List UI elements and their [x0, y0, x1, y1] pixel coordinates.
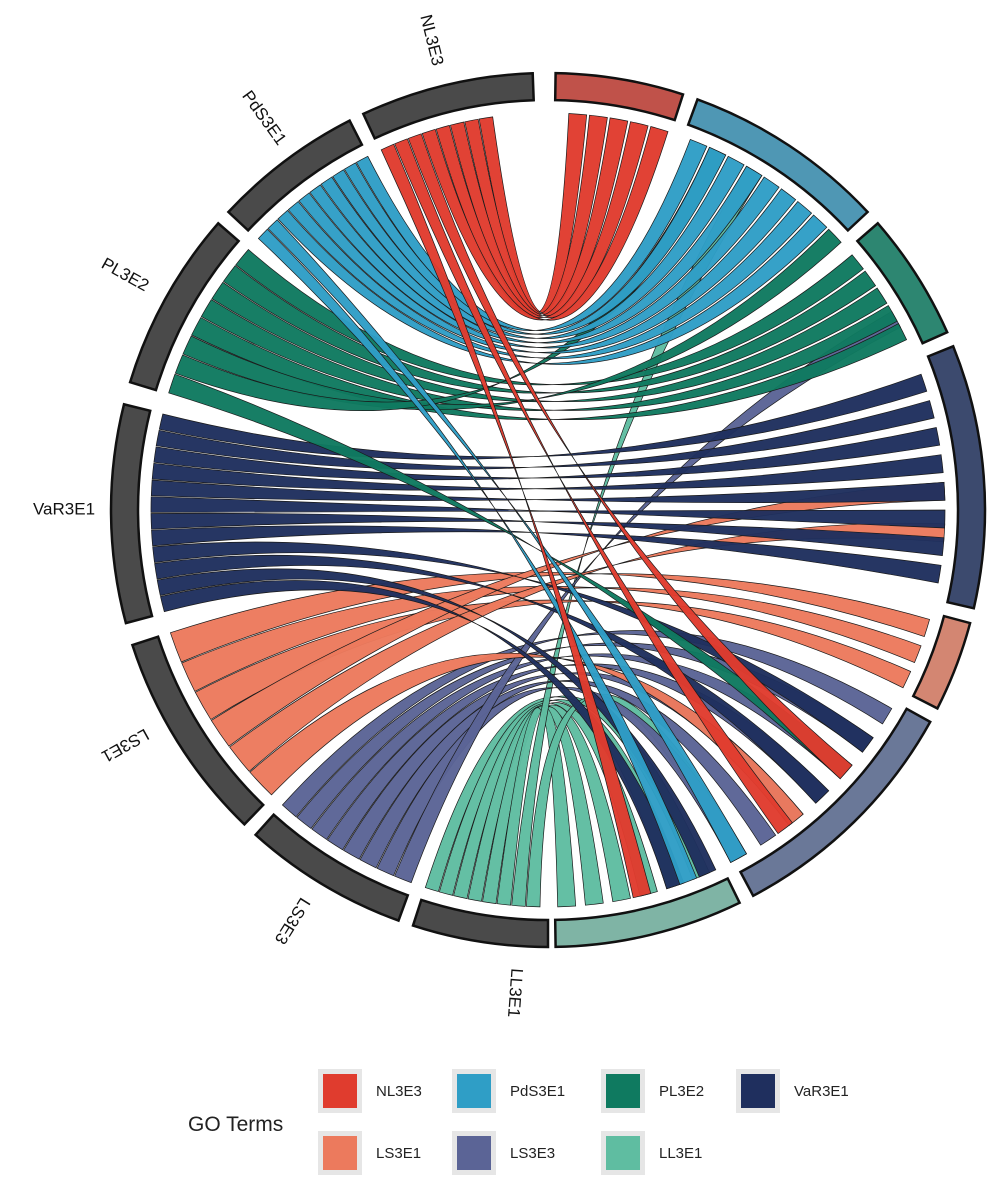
- chord-ribbon: [200, 299, 898, 411]
- chord-diagram: NL3E3 PdS3E1 PL3E2 VaR3E1 LS3E1 LS3E3 LL3E1: [33, 13, 987, 1018]
- chord-ribbon: [343, 146, 727, 335]
- gene-arc: [911, 614, 972, 711]
- legend-swatch: [606, 1136, 640, 1170]
- legend-item-ls3e3: LS3E3: [452, 1131, 555, 1175]
- chord-ribbon: [281, 630, 893, 818]
- gene-arc: [553, 71, 685, 122]
- chord-ribbon: [380, 143, 652, 899]
- term-arc: [411, 898, 550, 949]
- sector-label: LS3E1: [98, 725, 152, 766]
- sector-arcs: [109, 71, 987, 949]
- chord-ribbon: [257, 228, 698, 885]
- sector-label: LL3E1: [504, 968, 526, 1018]
- sector-label: NL3E3: [416, 13, 447, 68]
- term-arc: [109, 402, 154, 625]
- legend-item-var3e1: VaR3E1: [736, 1069, 849, 1113]
- legend-label: LS3E1: [376, 1144, 422, 1162]
- chord-ribbon: [287, 201, 813, 360]
- legend-swatch: [323, 1136, 357, 1170]
- chord-ribbon: [150, 479, 946, 504]
- legend-label: VaR3E1: [794, 1082, 849, 1100]
- chord-ribbon: [407, 133, 853, 780]
- sector-label: LS3E3: [271, 894, 314, 947]
- chord-ribbon: [153, 427, 941, 481]
- chord-ribbon: [156, 568, 717, 878]
- chord-ribbon: [298, 188, 797, 354]
- chord-ribbon: [150, 512, 945, 556]
- chord-ribbon: [421, 126, 669, 321]
- chord-ribbon: [211, 281, 888, 403]
- legend-label: LL3E1: [659, 1144, 703, 1162]
- sector-label: PL3E2: [98, 254, 152, 295]
- legend-label: PdS3E1: [510, 1082, 566, 1100]
- chord-ribbon: [151, 525, 942, 584]
- sector-label: VaR3E1: [33, 499, 95, 518]
- legend-item-ll3e1: LL3E1: [601, 1131, 702, 1175]
- chord-ribbon: [152, 541, 874, 753]
- chord-ribbon: [155, 400, 935, 470]
- legend: GO Terms NL3E3 PdS3E1 PL3E2 VaR3E1 LS3E1…: [188, 1068, 888, 1178]
- chord-ribbon: [151, 454, 944, 491]
- legend-swatch: [457, 1136, 491, 1170]
- legend-swatch: [606, 1074, 640, 1108]
- gene-arc: [553, 876, 742, 949]
- legend-label: LS3E3: [510, 1144, 556, 1162]
- legend-label: NL3E3: [376, 1082, 422, 1100]
- chord-ribbon: [267, 219, 747, 863]
- chord-ribbon: [169, 571, 931, 663]
- legend-item-pds3e1: PdS3E1: [452, 1069, 565, 1113]
- chord-ribbons: [150, 113, 946, 908]
- chord-ribbon: [249, 652, 804, 826]
- legend-item-nl3e3: NL3E3: [318, 1069, 422, 1113]
- legend-item-ls3e1: LS3E1: [318, 1131, 421, 1175]
- legend-swatch: [741, 1074, 775, 1108]
- sector-label: PdS3E1: [238, 87, 290, 149]
- chord-ribbon: [496, 707, 577, 908]
- gene-arc: [686, 97, 870, 233]
- term-arc: [253, 812, 410, 923]
- term-arc: [130, 635, 265, 827]
- term-arc: [361, 72, 535, 141]
- legend-label: PL3E2: [659, 1082, 705, 1100]
- chord-ribbon: [332, 155, 745, 339]
- term-arc: [226, 118, 364, 233]
- gene-arc: [855, 221, 949, 345]
- gene-arc: [926, 344, 987, 610]
- chord-ribbon: [394, 138, 793, 835]
- legend-swatch: [323, 1074, 357, 1108]
- legend-title: GO Terms: [188, 1113, 284, 1136]
- legend-swatch: [457, 1074, 491, 1108]
- chord-ribbon: [154, 554, 830, 804]
- gene-arc: [738, 707, 932, 898]
- term-arc: [128, 221, 241, 392]
- chord-ribbon: [181, 586, 922, 692]
- legend-item-pl3e2: PL3E2: [601, 1069, 704, 1113]
